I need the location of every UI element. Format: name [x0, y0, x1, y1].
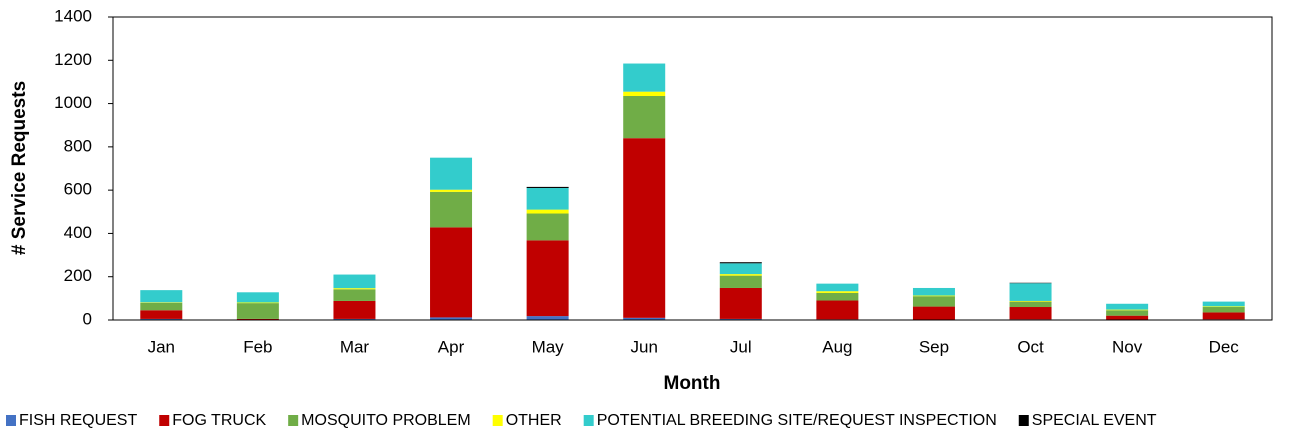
x-tick-label: May [532, 337, 565, 356]
y-tick-label: 1000 [54, 93, 92, 112]
bar-segment [1106, 315, 1149, 320]
bar-segment [719, 275, 762, 288]
bar-segment [719, 287, 762, 319]
legend-label: OTHER [506, 412, 562, 429]
bar-segment [236, 318, 279, 320]
bar-segment [333, 300, 376, 319]
bar-segment [140, 318, 183, 320]
bar-segment [430, 157, 473, 190]
legend-swatch [288, 415, 299, 426]
x-tick-label: Jan [148, 337, 175, 356]
y-axis-title: # Service Requests [9, 81, 30, 255]
legend-swatch [6, 415, 16, 426]
bar-segment [526, 213, 569, 241]
bar-segment [333, 289, 376, 301]
bar-segment [719, 263, 762, 275]
bar-segment [1202, 301, 1245, 307]
bar-segment [526, 187, 569, 210]
bar-segment [719, 274, 762, 276]
bar-segment [140, 310, 183, 319]
bar-segment [719, 318, 762, 320]
bar-segment [1202, 307, 1245, 313]
x-tick-label: Sep [919, 337, 949, 356]
bar-segment [526, 209, 569, 214]
bar-segment [430, 191, 473, 228]
y-tick-label: 0 [83, 309, 92, 328]
plot-border [112, 16, 1273, 321]
bar-segment [1009, 307, 1052, 320]
bar-segment [719, 262, 762, 264]
bar-segment [140, 290, 183, 303]
bar-segment [1009, 283, 1052, 301]
bar-segment [430, 227, 473, 318]
bar-segment [1106, 310, 1149, 316]
bar-segment [526, 316, 569, 320]
y-tick-label: 800 [64, 136, 92, 155]
bar-segment [333, 274, 376, 289]
legend-label: MOSQUITO PROBLEM [301, 412, 471, 429]
legend-label: FOG TRUCK [172, 412, 266, 429]
bar-segment [333, 288, 376, 290]
y-tick-label: 600 [64, 180, 92, 199]
bar-segment [236, 292, 279, 303]
bar-segment [816, 291, 859, 293]
bar-segment [1202, 306, 1245, 308]
bar-segment [912, 295, 955, 297]
x-tick-label: Jun [630, 337, 657, 356]
bar-segment [816, 283, 859, 292]
x-tick-label: Mar [340, 337, 370, 356]
bar-segment [333, 318, 376, 320]
x-tick-label: Oct [1017, 337, 1044, 356]
x-tick-label: Aug [822, 337, 852, 356]
bar-segment [623, 317, 666, 320]
y-tick-label: 1400 [54, 6, 92, 25]
legend-swatch [1018, 415, 1029, 426]
bar-segment [816, 300, 859, 320]
x-tick-label: Apr [438, 337, 465, 356]
legend-swatch [159, 415, 170, 426]
bar-segment [430, 189, 473, 192]
legend-label: SPECIAL EVENT [1032, 412, 1157, 429]
bar-segment [623, 95, 666, 139]
legend-swatch [583, 415, 594, 426]
legend-label: FISH REQUEST [19, 412, 137, 429]
bar-segment [236, 303, 279, 319]
y-tick-label: 1200 [54, 50, 92, 69]
bar-segment [623, 63, 666, 92]
bar-segment [526, 240, 569, 317]
bar-segment [1009, 301, 1052, 308]
bar-segment [912, 296, 955, 307]
legend-label: POTENTIAL BREEDING SITE/REQUEST INSPECTI… [597, 412, 997, 429]
legend-swatch [492, 415, 503, 426]
y-tick-label: 200 [64, 266, 92, 285]
bar-segment [1106, 303, 1149, 310]
bar-segment [1106, 309, 1149, 311]
bar-segment [623, 91, 666, 96]
x-tick-label: Jul [730, 337, 752, 356]
x-axis-title: Month [664, 373, 721, 394]
bar-segment [912, 287, 955, 296]
bar-segment [236, 302, 279, 304]
x-tick-label: Feb [243, 337, 272, 356]
y-tick-label: 400 [64, 223, 92, 242]
bar-segment [526, 186, 569, 188]
bar-segment [912, 306, 955, 320]
bar-segment [140, 302, 183, 311]
x-tick-label: Dec [1209, 337, 1240, 356]
bar-segment [1009, 300, 1052, 302]
bar-segment [430, 317, 473, 320]
bar-segment [816, 292, 859, 301]
bar-segment [623, 138, 666, 318]
x-tick-label: Nov [1112, 337, 1143, 356]
bar-segment [1202, 312, 1245, 320]
